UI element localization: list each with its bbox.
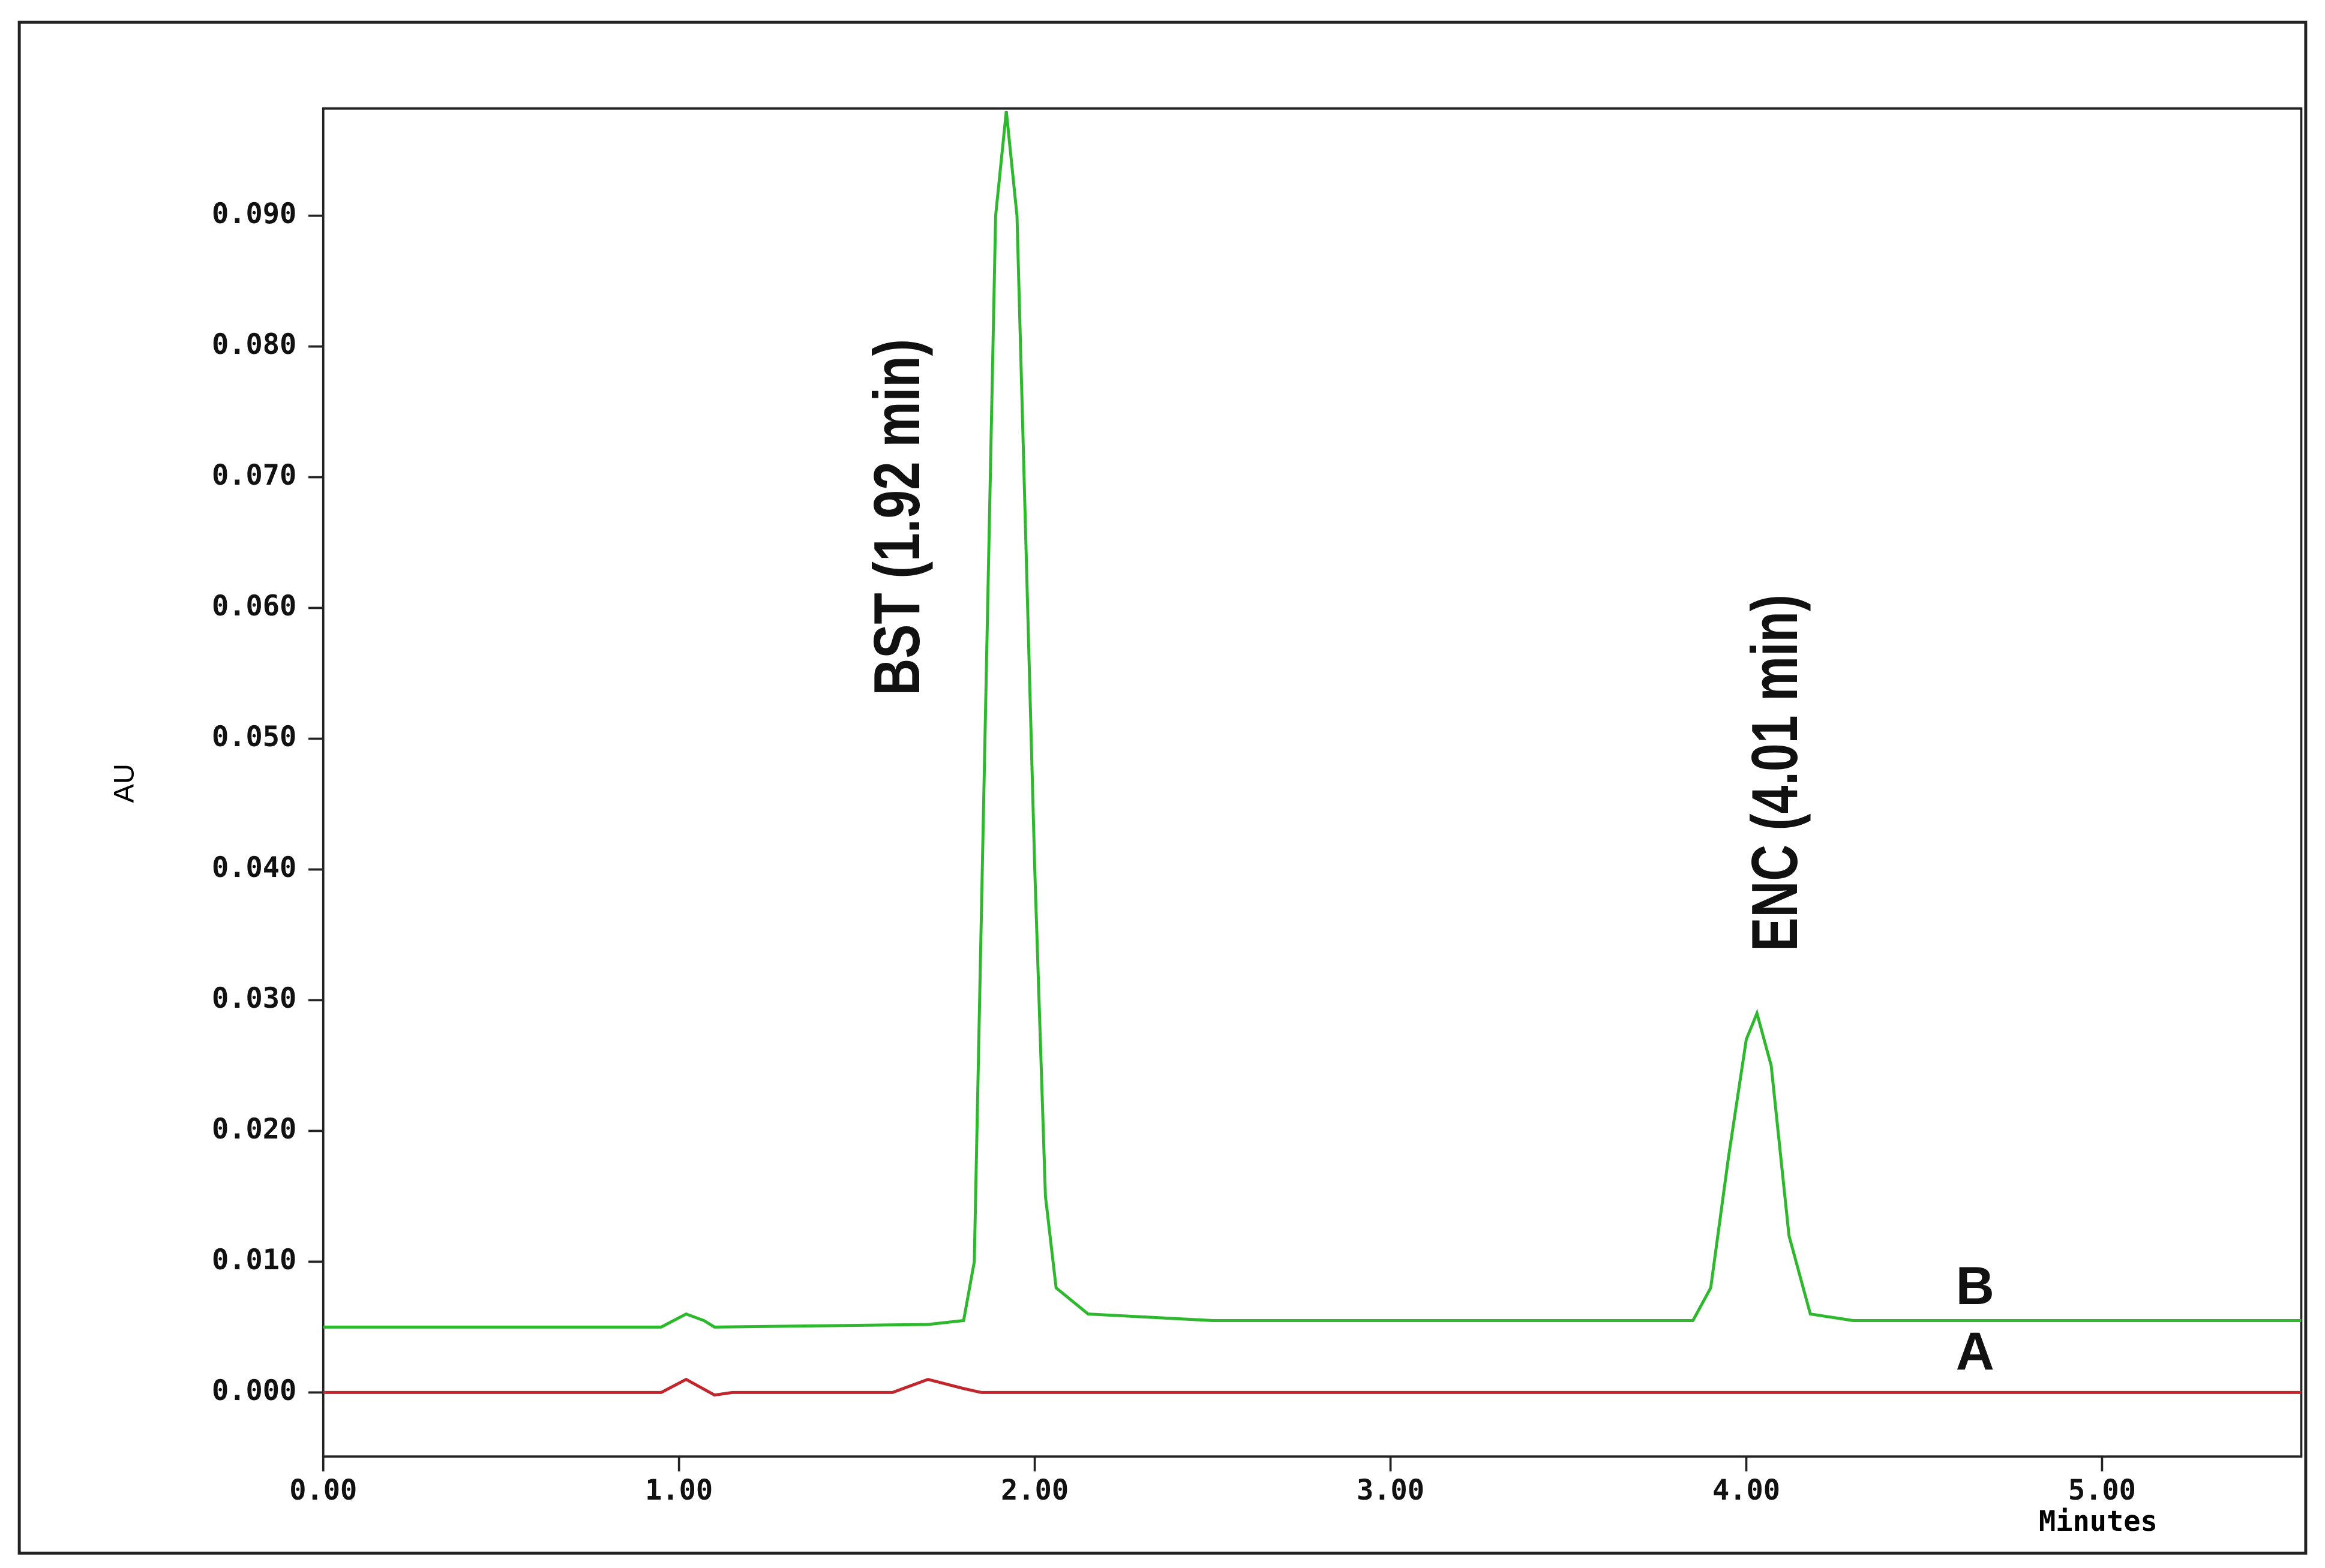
- y-tick-label: 0.010: [212, 1243, 296, 1276]
- x-tick-label: 0.00: [289, 1474, 357, 1507]
- x-axis-label: Minutes: [2039, 1505, 2158, 1538]
- x-tick-label: 4.00: [1712, 1474, 1780, 1507]
- y-tick-label: 0.050: [212, 720, 296, 753]
- series-line: [323, 1377, 2302, 1397]
- y-tick-label: 0.090: [212, 197, 296, 230]
- y-tick-label: 0.030: [212, 982, 296, 1015]
- y-tick-label: 0.060: [212, 590, 296, 623]
- plot-area: [322, 107, 2303, 1458]
- x-tick-label: 5.00: [2068, 1474, 2136, 1507]
- y-tick-label: 0.020: [212, 1113, 296, 1146]
- x-tick-label: 1.00: [645, 1474, 713, 1507]
- peak-annotation: ENC (4.01 min): [1738, 594, 1811, 951]
- y-tick-label: 0.080: [212, 328, 296, 361]
- series-label: B: [1956, 1255, 1994, 1315]
- y-tick-label: 0.000: [212, 1374, 296, 1407]
- y-tick-label: 0.070: [212, 459, 296, 492]
- y-axis-label: AU: [107, 764, 139, 803]
- frame: [17, 20, 2308, 1555]
- peak-annotation: BST (1.92 min): [860, 339, 934, 696]
- series-line: [323, 110, 2302, 1329]
- x-tick-label: 3.00: [1357, 1474, 1424, 1507]
- series-label: A: [1956, 1321, 1994, 1381]
- y-tick-label: 0.040: [212, 851, 296, 884]
- x-tick-label: 2.00: [1001, 1474, 1069, 1507]
